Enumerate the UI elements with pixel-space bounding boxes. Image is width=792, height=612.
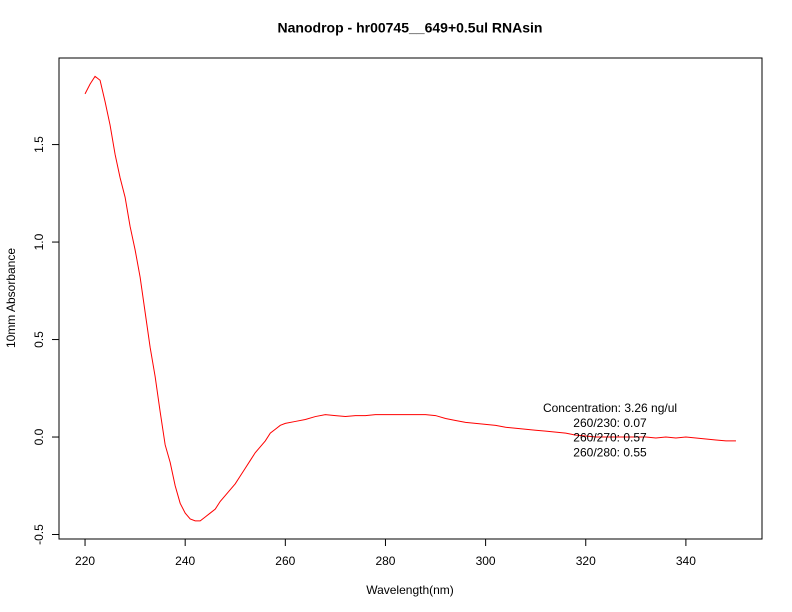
x-tick-label: 300 (476, 554, 496, 568)
x-tick-label: 340 (676, 554, 696, 568)
y-axis-label: 10mm Absorbance (4, 248, 18, 348)
plot-box (58, 57, 763, 540)
y-tick-label: 0.5 (32, 331, 46, 348)
x-tick-label: 240 (175, 554, 195, 568)
x-tick-label: 280 (375, 554, 395, 568)
x-tick-label: 260 (275, 554, 295, 568)
x-tick-label: 220 (75, 554, 95, 568)
chart-title: Nanodrop - hr00745__649+0.5ul RNAsin (278, 20, 543, 36)
x-tick-label: 320 (576, 554, 596, 568)
y-tick-label: 1.5 (32, 136, 46, 153)
annotation: 260/280: 0.55 (573, 445, 647, 459)
y-tick-label: -0.5 (32, 524, 46, 545)
data-line (84, 75, 736, 522)
annotation: 260/270: 0.57 (573, 431, 647, 445)
y-tick-label: 0.0 (32, 428, 46, 445)
x-axis-label: Wavelength(nm) (366, 583, 454, 597)
y-tick-label: 1.0 (32, 233, 46, 250)
annotation: Concentration: 3.26 ng/ul (543, 401, 677, 415)
annotation: 260/230: 0.07 (573, 416, 647, 430)
